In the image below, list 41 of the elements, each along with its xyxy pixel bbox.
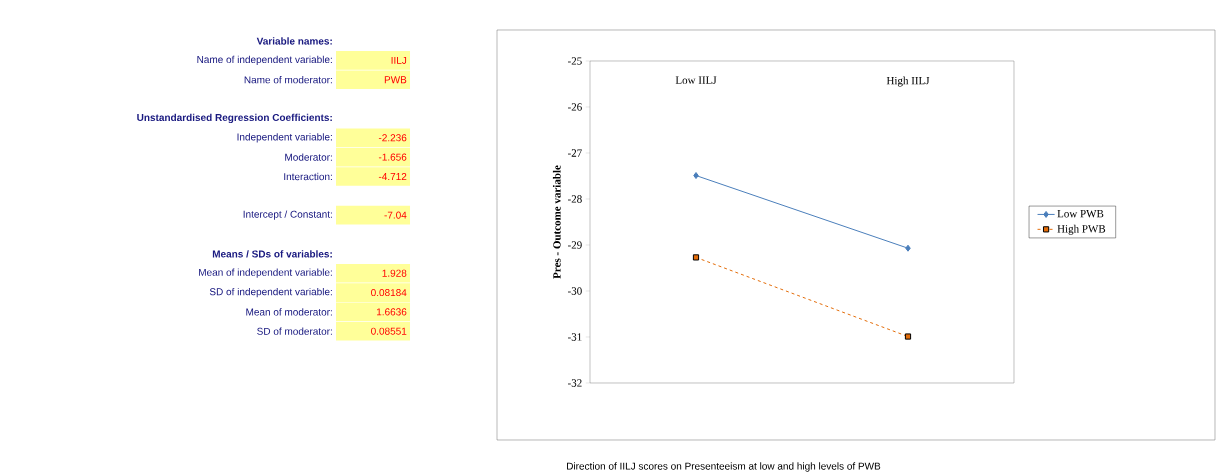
y-tick-label: -30: [567, 287, 582, 295]
y-tick-label: -25: [567, 57, 582, 65]
y-tick-label: -27: [567, 149, 582, 157]
text: Means / SDs of variables:: [212, 250, 332, 258]
legend-label: High PWB: [1057, 224, 1106, 235]
text: IILJ: [391, 56, 407, 64]
y-axis-title: Pres - Outcome variable: [552, 165, 561, 279]
point: [692, 254, 700, 261]
text: -1.656: [378, 153, 407, 161]
text: Intercept / Constant:: [243, 210, 332, 220]
text: Mean of independent variable:: [199, 268, 332, 278]
x-tick-label: High IILJ: [886, 76, 930, 87]
text: Unstandardised Regression Coefficients:: [137, 113, 332, 124]
y-tick-label: -31: [567, 333, 582, 341]
text: Independent variable:: [237, 133, 332, 143]
text: Mean of moderator:: [246, 308, 332, 316]
text: SD of independent variable:: [209, 287, 332, 298]
point: [693, 172, 699, 180]
text: SD of moderator:: [257, 327, 332, 335]
point: [905, 244, 911, 252]
text: 1.6636: [376, 308, 407, 316]
point: [904, 333, 912, 340]
legend-label: Low PWB: [1057, 210, 1104, 218]
text: Moderator:: [285, 153, 332, 161]
text: Interaction:: [284, 172, 332, 181]
text: -2.236: [378, 134, 407, 142]
y-tick-label: -26: [567, 103, 582, 111]
text: 1.928: [382, 269, 407, 277]
text: Direction of IILJ scores on Presenteeism at low and high levels of PWB: [567, 462, 881, 472]
y-tick-label: -29: [567, 241, 582, 249]
text: Name of moderator:: [244, 76, 332, 84]
text: Name of independent variable:: [197, 55, 332, 66]
text: -7.04: [384, 211, 407, 219]
text: 0.08184: [371, 289, 407, 297]
text: Variable names:: [256, 37, 332, 45]
x-tick-label: Low IILJ: [675, 76, 717, 84]
y-tick-label: -32: [567, 379, 582, 387]
text: 0.08551: [371, 327, 407, 335]
text: PWB: [384, 76, 407, 84]
text: -4.712: [378, 173, 407, 180]
y-tick-label: -28: [567, 195, 582, 203]
